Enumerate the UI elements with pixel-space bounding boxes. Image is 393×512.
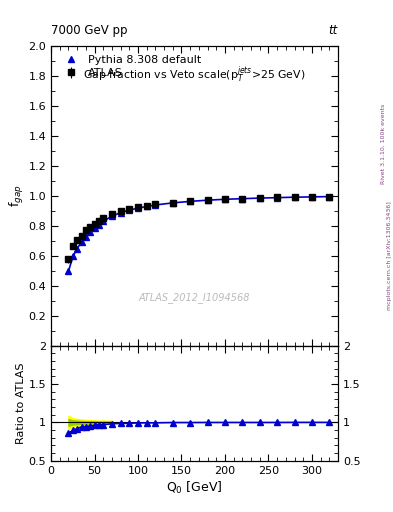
Pythia 8.308 default [83,233,88,240]
Pythia 8.308 default [136,205,140,211]
Line: Pythia 8.308 default: Pythia 8.308 default [65,194,332,274]
Pythia 8.308 default [222,196,227,202]
Pythia 8.308 default [66,268,71,274]
Pythia 8.308 default [275,195,279,201]
Pythia 8.308 default [110,213,114,219]
Y-axis label: f$_{gap}$: f$_{gap}$ [8,184,26,207]
Pythia 8.308 default [92,225,97,231]
Pythia 8.308 default [75,245,79,251]
Pythia 8.308 default [127,207,132,213]
Pythia 8.308 default [88,229,93,235]
Text: mcplots.cern.ch [arXiv:1306.3436]: mcplots.cern.ch [arXiv:1306.3436] [387,202,392,310]
Pythia 8.308 default [240,196,245,202]
Pythia 8.308 default [188,198,193,204]
Pythia 8.308 default [327,194,332,200]
Pythia 8.308 default [292,194,297,200]
Pythia 8.308 default [97,222,101,228]
Pythia 8.308 default [118,209,123,216]
Pythia 8.308 default [144,203,149,209]
Pythia 8.308 default [171,200,175,206]
Text: 7000 GeV pp: 7000 GeV pp [51,24,128,37]
Pythia 8.308 default [310,194,314,200]
Pythia 8.308 default [101,218,106,224]
Y-axis label: Ratio to ATLAS: Ratio to ATLAS [16,362,26,444]
X-axis label: Q$_0$ [GeV]: Q$_0$ [GeV] [166,480,223,496]
Pythia 8.308 default [205,197,210,203]
Pythia 8.308 default [257,195,262,201]
Pythia 8.308 default [153,202,158,208]
Text: Gap fraction vs Veto scale(p$_T^{jets}$>25 GeV): Gap fraction vs Veto scale(p$_T^{jets}$>… [83,64,306,85]
Text: Rivet 3.1.10, 100k events: Rivet 3.1.10, 100k events [381,103,386,183]
Pythia 8.308 default [70,253,75,260]
Pythia 8.308 default [79,239,84,245]
Text: tt: tt [329,24,338,37]
Text: ATLAS_2012_I1094568: ATLAS_2012_I1094568 [139,292,250,303]
Legend: Pythia 8.308 default, ATLAS: Pythia 8.308 default, ATLAS [57,52,204,81]
